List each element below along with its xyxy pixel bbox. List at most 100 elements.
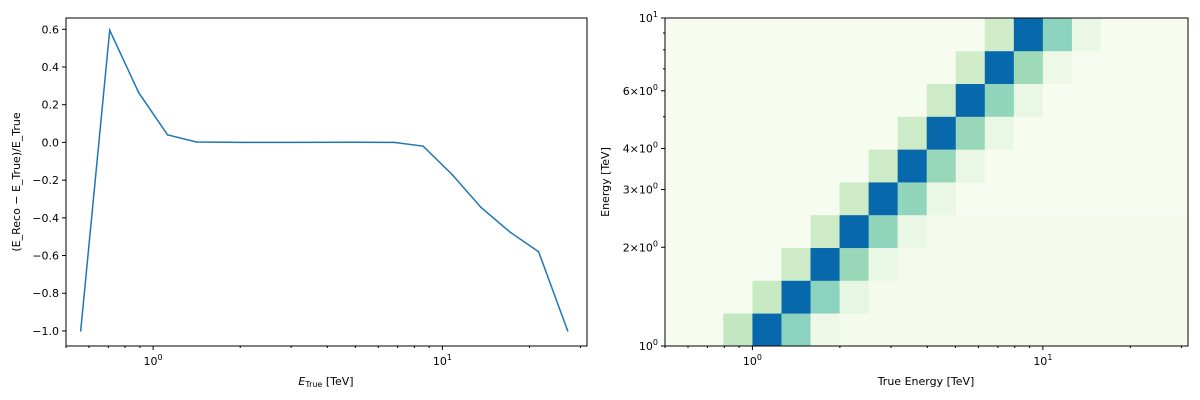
heatmap-cell xyxy=(839,18,870,52)
heatmap-cell xyxy=(897,83,928,117)
heatmap-cell xyxy=(868,214,899,249)
heatmap-cell xyxy=(1013,182,1044,216)
heatmap-cell xyxy=(1071,50,1102,84)
bias-data-point xyxy=(566,330,569,332)
heatmap-cell xyxy=(752,182,782,216)
heatmap-cell xyxy=(752,149,782,183)
heatmap-cell xyxy=(1013,116,1044,150)
heatmap-cell xyxy=(897,313,928,347)
heatmap-cell xyxy=(665,116,695,150)
bias-chart: 0.6 0.4 0.2 0.0 −0.2 −0.4 −0.6 −0.8 −1.0 100 101 E… xyxy=(10,17,588,389)
heatmap-cell xyxy=(1013,313,1044,347)
heatmap-cell xyxy=(955,280,986,314)
bias-data-point xyxy=(239,141,241,144)
heatmap-cell xyxy=(1071,182,1102,216)
heatmap-cell xyxy=(810,182,840,216)
heatmap-cell xyxy=(984,280,1015,314)
bias-data-point xyxy=(354,141,357,144)
bias-data-point xyxy=(195,141,198,143)
heatmap-cell xyxy=(984,149,1015,183)
heatmap-cell xyxy=(897,214,928,249)
heatmap-cell xyxy=(752,313,782,347)
heatmap-cell xyxy=(955,214,986,249)
heatmap-cell xyxy=(781,18,811,52)
heatmap-cell xyxy=(955,247,986,281)
heatmap-cell xyxy=(1129,149,1160,183)
heatmap-cell xyxy=(694,247,724,281)
heatmap-cell xyxy=(781,116,811,150)
heatmap-cell xyxy=(1100,149,1131,183)
heatmap-cell xyxy=(665,313,695,347)
heatmap-cell xyxy=(694,280,724,314)
heatmap-cell xyxy=(839,182,870,216)
heatmap-cell xyxy=(1042,182,1073,216)
bias-series-line xyxy=(79,27,569,332)
heatmap-cell xyxy=(1129,214,1160,249)
heatmap-cell xyxy=(781,214,811,249)
heatmap-cell xyxy=(868,116,899,150)
heatmap-cell xyxy=(1159,83,1189,117)
heatmap-cell xyxy=(926,50,957,84)
bias-y-tick-label: −0.2 xyxy=(32,174,59,187)
bias-data-point xyxy=(137,91,140,94)
heatmap-cell xyxy=(955,182,986,216)
heatmap-cell xyxy=(1129,247,1160,281)
heatmap-cell xyxy=(1013,214,1044,249)
heatmap-cell xyxy=(897,116,928,150)
heatmap-cell xyxy=(926,116,957,150)
heatmap-cell xyxy=(839,116,870,150)
heatmap-cell xyxy=(752,18,782,52)
heatmap-y-tick-label: 6×100 xyxy=(623,83,658,98)
heatmap-y-tick-label: 2×100 xyxy=(623,239,658,254)
heatmap-cell xyxy=(665,18,695,52)
heatmap-cell xyxy=(984,313,1015,347)
heatmap-cell xyxy=(1042,313,1073,347)
heatmap-axes: 100 101 100 2×100 3×100 4×100 6×100 101 xyxy=(623,10,1182,368)
heatmap-cell xyxy=(1071,280,1102,314)
heatmap-cell xyxy=(752,83,782,117)
bias-x-tick-label: 100 xyxy=(144,353,163,368)
bias-data-point xyxy=(166,134,169,136)
bias-y-tick-label: −0.6 xyxy=(32,250,59,263)
heatmap-cell xyxy=(984,18,1015,52)
heatmap-cell xyxy=(781,247,811,281)
heatmap-cell xyxy=(810,116,840,150)
heatmap-cell xyxy=(868,247,899,281)
heatmap-cell xyxy=(665,247,695,281)
bias-y-axis-label: (E_Reco − E_True)/E_True xyxy=(10,112,23,252)
bias-y-tick-label: −0.8 xyxy=(32,287,59,300)
heatmap-cell xyxy=(926,182,957,216)
heatmap-cell xyxy=(955,50,986,84)
heatmap-cell xyxy=(1071,214,1102,249)
heatmap-cell xyxy=(1159,247,1189,281)
bias-data-point xyxy=(537,250,540,253)
heatmap-cell xyxy=(839,280,870,314)
heatmap-cell xyxy=(1042,214,1073,249)
heatmap-cell xyxy=(1100,313,1131,347)
heatmap-cell xyxy=(955,116,986,150)
heatmap-cell xyxy=(955,149,986,183)
heatmap-cell xyxy=(781,182,811,216)
heatmap-x-tick-label: 101 xyxy=(1033,353,1052,368)
heatmap-y-tick-label: 4×100 xyxy=(623,141,658,156)
heatmap-cell xyxy=(926,83,957,117)
heatmap-cell xyxy=(897,182,928,216)
heatmap-cell xyxy=(1013,247,1044,281)
heatmap-cell xyxy=(897,280,928,314)
bias-y-tick-label: 0.0 xyxy=(42,136,60,149)
heatmap-cell xyxy=(752,247,782,281)
heatmap-cell xyxy=(1100,182,1131,216)
heatmap-cell xyxy=(984,83,1015,117)
heatmap-cell xyxy=(1042,50,1073,84)
heatmap-cell xyxy=(694,313,724,347)
heatmap-x-axis-label: True Energy [TeV] xyxy=(877,375,975,388)
heatmap-cell xyxy=(723,18,753,52)
bias-x-axis-label: ETrue [TeV] xyxy=(298,375,353,389)
heatmap-cell xyxy=(1042,83,1073,117)
heatmap-cell xyxy=(1071,83,1102,117)
heatmap-cell xyxy=(723,116,753,150)
heatmap-cell xyxy=(1042,18,1073,52)
bias-data-point xyxy=(393,141,395,144)
heatmap-cell xyxy=(1071,116,1102,150)
heatmap-cell xyxy=(926,280,957,314)
